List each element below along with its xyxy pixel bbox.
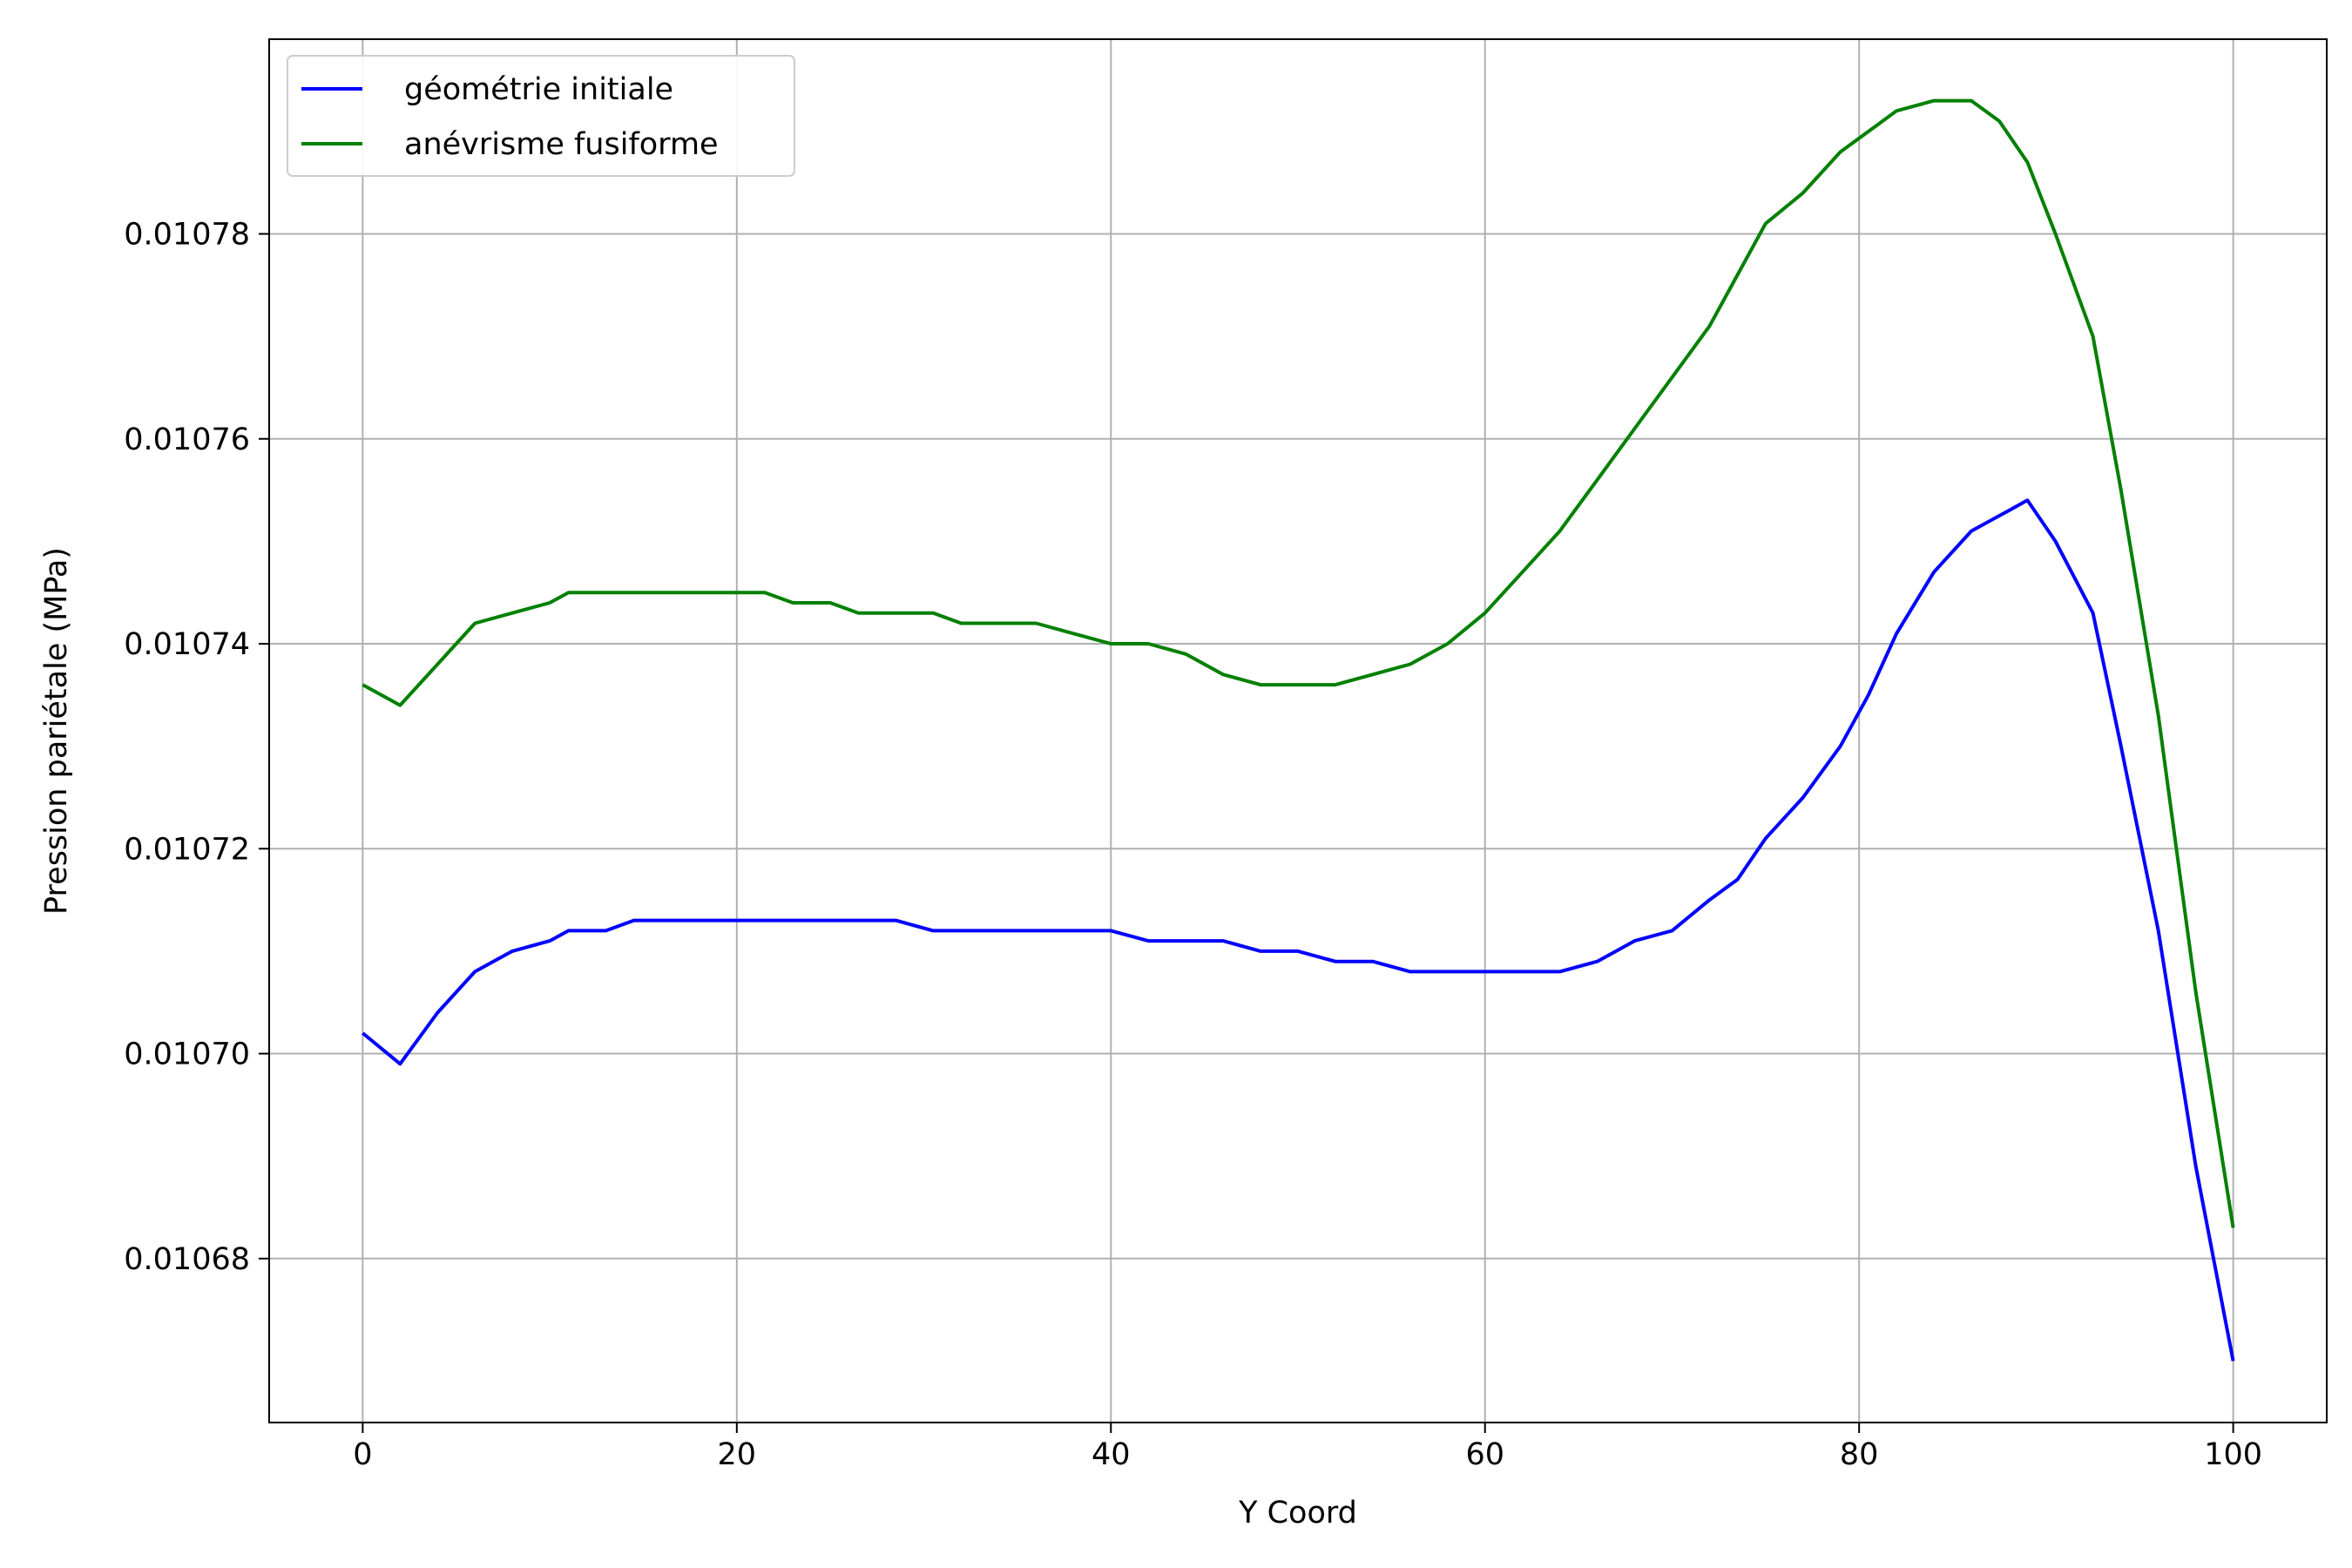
grid [269, 39, 2327, 1423]
series-line-1 [362, 98, 2235, 1228]
x-tick-label: 40 [1092, 1437, 1131, 1472]
legend-box [287, 55, 795, 177]
axis-ticks: 0 20 40 60 80 100 0.01068 0.01070 0.01072 0.01074… [124, 217, 2262, 1472]
y-tick-label: 0.01076 [124, 422, 250, 457]
x-tick-label: 20 [718, 1437, 757, 1472]
x-tick-label: 80 [1840, 1437, 1879, 1472]
legend-label-0: géométrie initiale [404, 72, 673, 107]
y-axis-label: Pression pariétale (MPa) [39, 547, 74, 915]
plot-lines [362, 98, 2235, 1362]
x-tick-label: 0 [353, 1437, 372, 1472]
legend-label-1: anévrisme fusiforme [404, 127, 719, 162]
y-tick-label: 0.01068 [124, 1242, 250, 1277]
series-line-0 [362, 498, 2235, 1362]
y-tick-label: 0.01072 [124, 832, 250, 867]
legend: géométrie initiale anévrisme fusiforme [287, 55, 795, 177]
x-tick-label: 100 [2204, 1437, 2262, 1472]
x-tick-label: 60 [1465, 1437, 1504, 1472]
y-tick-label: 0.01070 [124, 1037, 250, 1072]
plot-frame [268, 38, 2328, 1423]
x-axis-label: Y Coord [1238, 1496, 1357, 1531]
y-tick-label: 0.01078 [124, 217, 250, 252]
y-tick-label: 0.01074 [124, 627, 250, 662]
